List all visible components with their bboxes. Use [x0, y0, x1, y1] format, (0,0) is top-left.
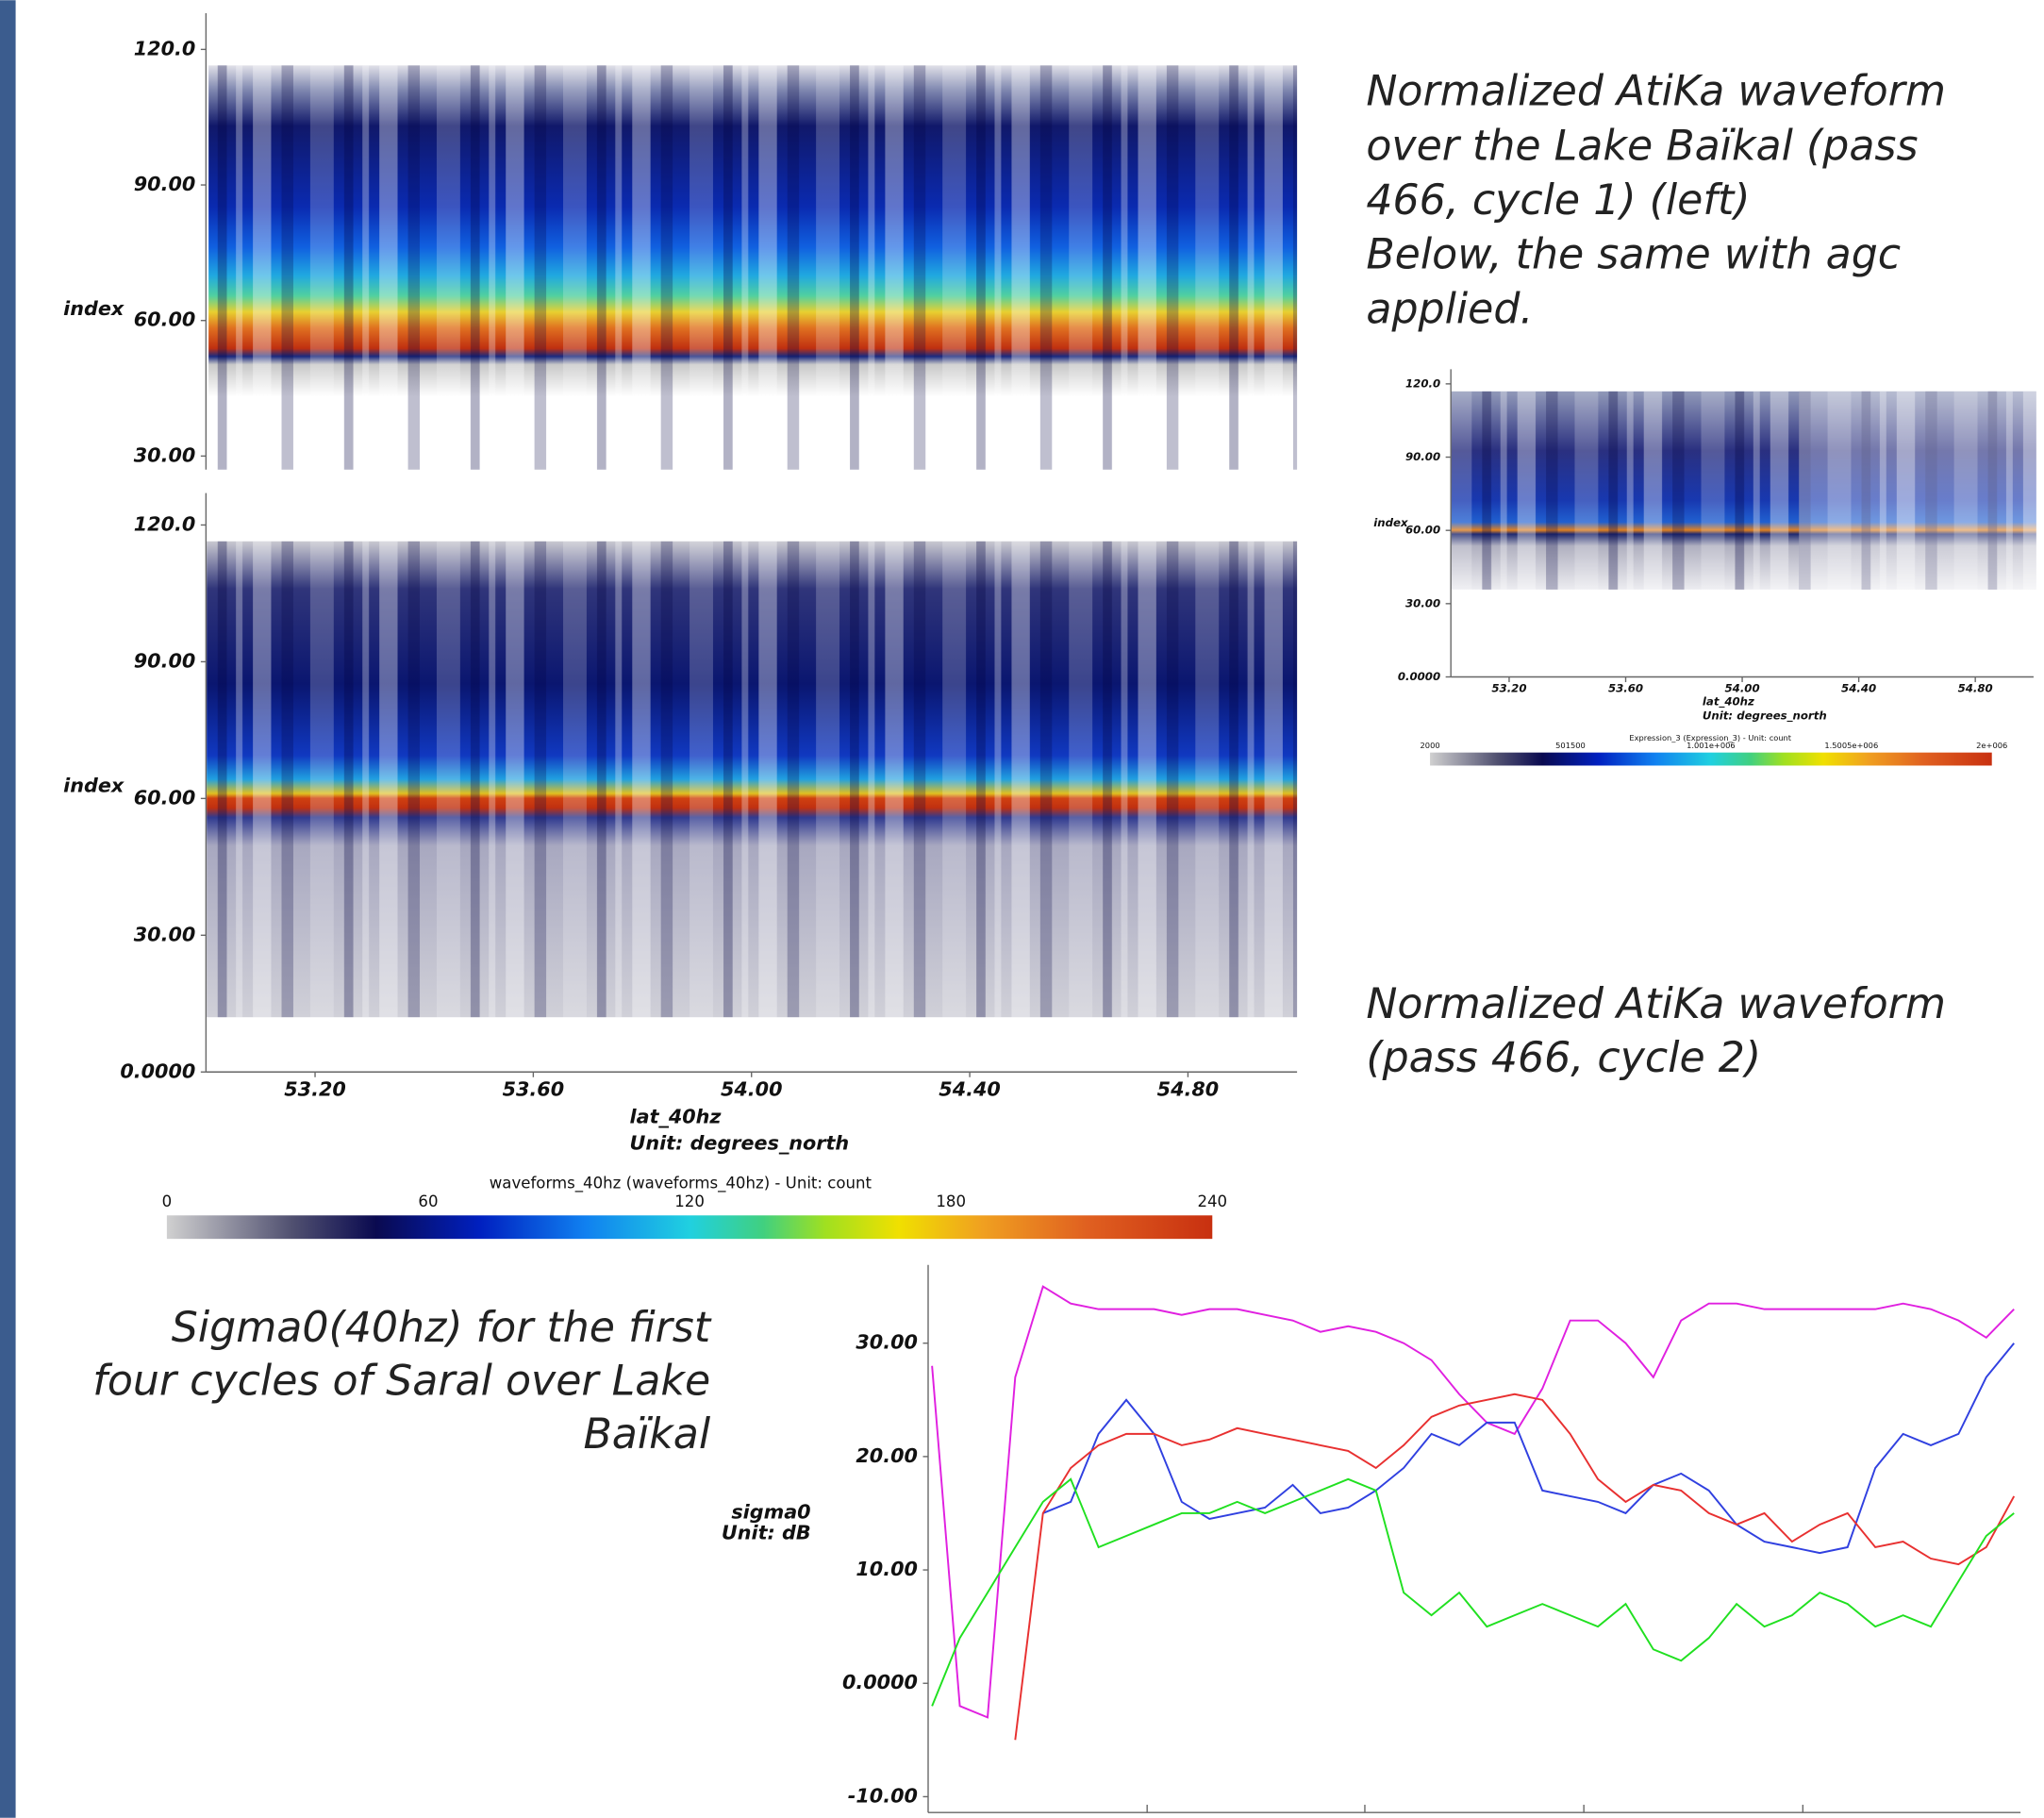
x-tick-label: 54.80 [1157, 1078, 1220, 1101]
x-tick-label: 53.60 [503, 1078, 565, 1101]
colorbar-tick-label: 2000 [1421, 741, 1440, 750]
caption: over the Lake Baïkal (pass [1366, 122, 1918, 170]
caption: Baïkal [583, 1410, 710, 1459]
caption: applied. [1366, 285, 1533, 333]
x-tick-label: 54.00 [1725, 681, 1760, 694]
x-axis-unit: Unit: degrees_north [1703, 709, 1827, 723]
colorbar-title: waveforms_40hz (waveforms_40hz) - Unit: … [490, 1175, 872, 1193]
caption: Sigma0(40hz) for the first [172, 1304, 712, 1352]
y-tick-label: 0.0000 [120, 1059, 195, 1082]
series-line [931, 1477, 2015, 1707]
colorbar-tick-label: 1.5005e+006 [1824, 741, 1878, 750]
y-tick-label: 0.0000 [842, 1671, 918, 1693]
x-tick-label: 54.40 [939, 1078, 1001, 1101]
colorbar-tick-label: 60 [418, 1193, 438, 1210]
colorbar-tick-label: 1.001e+006 [1687, 741, 1736, 750]
series-line [931, 1285, 2015, 1719]
x-axis-ticks [927, 1804, 2021, 1813]
y-tick-label: 30.00 [134, 923, 196, 945]
y-tick-label: 120.0 [134, 512, 196, 535]
y-axis-label: sigma0 [731, 1500, 810, 1523]
y-tick-label: 20.00 [856, 1444, 918, 1467]
y-tick-label: 30.00 [856, 1331, 918, 1354]
x-tick-label: 54.00 [721, 1078, 783, 1101]
y-tick-label: 60.00 [1405, 524, 1440, 537]
y-tick-label: 120.0 [134, 37, 196, 59]
heatmap-fade [1799, 391, 2036, 590]
x-axis-unit: Unit: degrees_north [630, 1131, 850, 1154]
caption: Below, the same with agc [1366, 231, 1901, 279]
y-tick-label: 60.00 [134, 309, 196, 331]
heatmap-texture [1451, 391, 2036, 590]
caption: four cycles of Saral over Lake [92, 1358, 710, 1406]
y-tick-label: 90.00 [134, 649, 196, 672]
y-tick-label: 90.00 [1405, 450, 1440, 463]
y-tick-label: 0.0000 [1398, 670, 1440, 683]
y-tick-label: 60.00 [134, 786, 196, 809]
x-tick-label: 53.20 [1491, 681, 1526, 694]
caption: 466, cycle 1) (left) [1366, 176, 1750, 225]
side-bar [0, 0, 16, 1818]
colorbar [166, 1215, 1213, 1240]
x-tick-label: 54.40 [1841, 681, 1876, 694]
x-axis-label: lat_40hz [630, 1106, 723, 1128]
y-tick-label: 90.00 [134, 173, 196, 195]
y-axis-unit: Unit: dB [722, 1521, 811, 1543]
caption: (pass 466, cycle 2) [1366, 1034, 1761, 1082]
colorbar [1430, 752, 1992, 766]
colorbar-title: Expression_3 (Expression_3) - Unit: coun… [1629, 733, 1791, 742]
caption: Normalized AtiKa waveform [1366, 68, 1946, 116]
heatmap-texture [206, 541, 1298, 1018]
colorbar-tick-label: 240 [1197, 1193, 1227, 1210]
x-tick-label: 54.80 [1958, 681, 1993, 694]
y-axis-label: index [63, 297, 125, 320]
heatmap-texture [208, 65, 1298, 470]
colorbar-tick-label: 501500 [1555, 741, 1586, 750]
y-tick-label: 30.00 [1405, 596, 1440, 609]
y-tick-label: -10.00 [848, 1784, 918, 1807]
colorbar-tick-label: 2e+006 [1976, 741, 2007, 750]
y-axis-label: index [63, 775, 125, 797]
colorbar-tick-label: 120 [674, 1193, 705, 1210]
y-tick-label: 10.00 [856, 1558, 918, 1580]
colorbar-tick-label: 0 [162, 1193, 173, 1210]
y-axis-label: index [1373, 516, 1408, 529]
colorbar-tick-label: 180 [936, 1193, 966, 1210]
x-tick-label: 53.60 [1608, 681, 1643, 694]
x-axis-label: lat_40hz [1703, 694, 1754, 709]
y-tick-label: 30.00 [134, 443, 196, 466]
x-tick-label: 53.20 [284, 1078, 346, 1101]
series-line [1042, 1343, 2015, 1555]
y-tick-label: 120.0 [1405, 376, 1440, 390]
caption: Normalized AtiKa waveform [1366, 980, 1946, 1028]
series-line [1014, 1393, 2016, 1741]
